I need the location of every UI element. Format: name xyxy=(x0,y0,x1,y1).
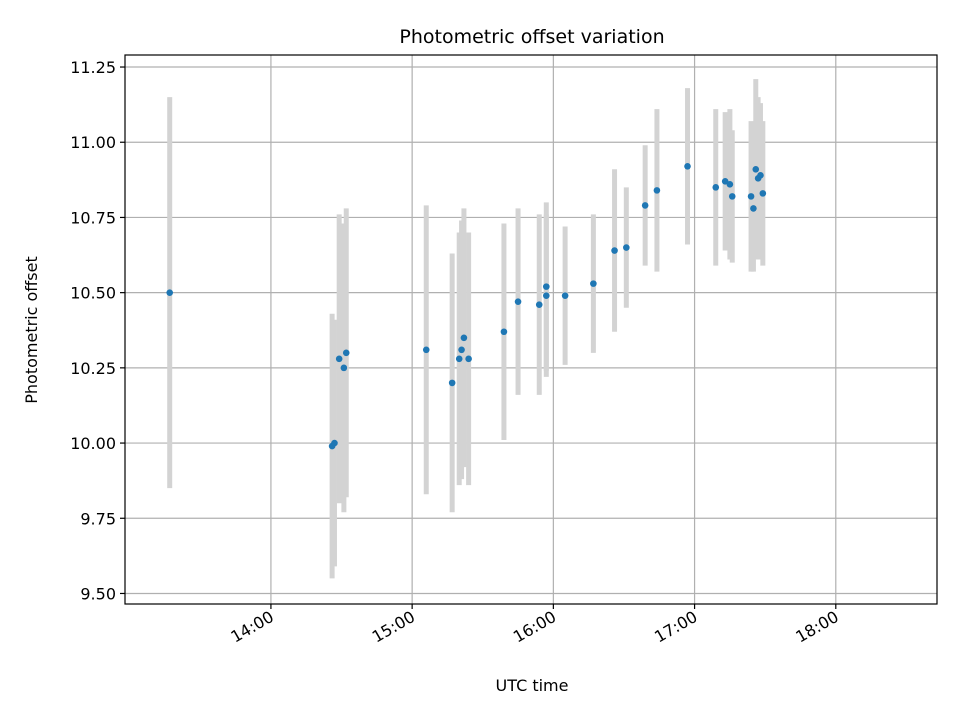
data-point xyxy=(757,172,764,179)
x-tick-label: 14:00 xyxy=(227,607,276,647)
data-point xyxy=(514,298,522,305)
x-tick-label: 16:00 xyxy=(510,607,559,647)
data-point xyxy=(750,205,757,212)
y-tick-label: 11.25 xyxy=(70,58,116,77)
x-tick-label: 17:00 xyxy=(651,607,700,647)
chart-title: Photometric offset variation xyxy=(399,26,664,48)
y-tick-label: 10.75 xyxy=(70,208,116,227)
data-point xyxy=(455,355,463,363)
data-point xyxy=(335,355,343,363)
data-point xyxy=(712,184,720,191)
data-point xyxy=(458,346,465,354)
x-axis-label: UTC time xyxy=(496,676,569,695)
data-point xyxy=(340,364,348,372)
data-point xyxy=(166,289,174,296)
data-point xyxy=(684,163,691,170)
data-point xyxy=(342,349,350,357)
data-point xyxy=(331,439,338,447)
data-point xyxy=(561,292,569,299)
error-bars xyxy=(167,79,766,579)
x-tick-label: 18:00 xyxy=(792,607,841,647)
data-point xyxy=(653,187,661,194)
y-tick-label: 9.50 xyxy=(80,584,116,603)
x-axis-ticks: 14:00 15:00 16:00 17:00 18:00 xyxy=(227,604,842,647)
grid xyxy=(125,55,937,604)
data-point xyxy=(641,202,649,209)
y-axis-label: Photometric offset xyxy=(22,256,41,404)
data-point xyxy=(721,178,729,185)
data-point xyxy=(535,301,543,308)
data-point xyxy=(542,283,550,290)
data-point xyxy=(747,193,755,200)
data-point xyxy=(752,166,760,173)
data-point xyxy=(500,328,508,336)
y-tick-label: 10.50 xyxy=(70,284,116,303)
y-tick-label: 10.00 xyxy=(70,434,116,453)
y-tick-label: 10.25 xyxy=(70,359,116,378)
data-point xyxy=(542,292,550,299)
data-point xyxy=(623,244,630,251)
x-tick-label: 15:00 xyxy=(369,607,418,647)
y-tick-label: 11.00 xyxy=(70,133,116,152)
y-axis-ticks: 9.50 9.75 10.00 10.25 10.50 10.75 11.00 11.25 xyxy=(70,58,125,603)
data-point xyxy=(460,334,468,342)
data-point xyxy=(448,379,456,387)
data-point xyxy=(465,355,472,363)
data-point xyxy=(728,193,736,200)
y-tick-label: 9.75 xyxy=(80,509,116,528)
data-points xyxy=(166,163,767,450)
data-point xyxy=(422,346,430,354)
data-point xyxy=(590,280,597,287)
data-point xyxy=(611,247,618,254)
data-point xyxy=(759,190,767,197)
data-point xyxy=(726,181,734,188)
plot-frame xyxy=(124,54,938,605)
